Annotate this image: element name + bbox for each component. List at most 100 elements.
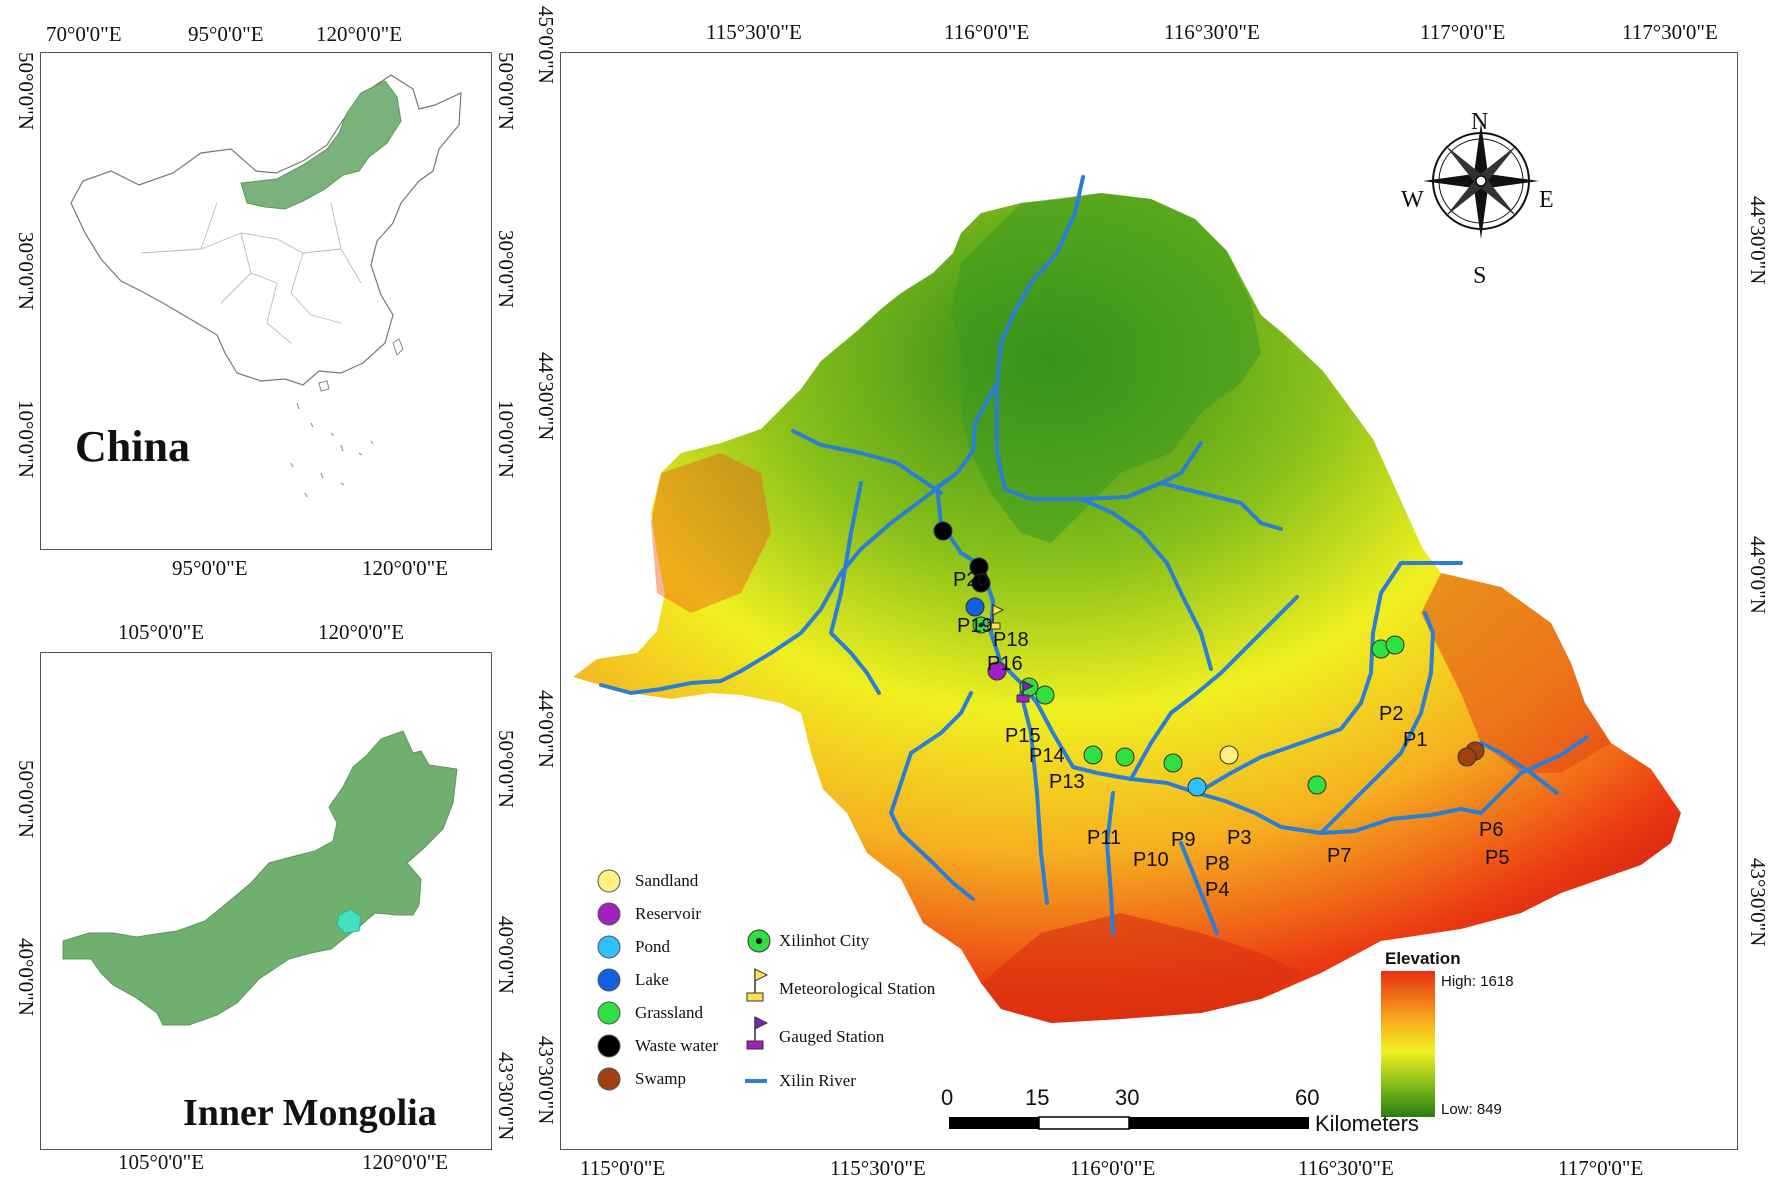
scale-unit-label: Kilometers <box>1315 1111 1419 1136</box>
point-label-p18: P18 <box>993 629 1029 651</box>
compass-west-label: W <box>1401 187 1424 213</box>
china-right-tick-30: 30°0'0"N <box>494 230 518 308</box>
mongolia-top-tick-105: 105°0'0"E <box>118 620 205 644</box>
sample-point-p8 <box>1187 777 1207 797</box>
legend-swatch-sandland <box>597 869 621 893</box>
legend-label-river: Xilin River <box>779 1071 856 1090</box>
legend-gauged-station-symbol <box>746 1016 769 1050</box>
xilin-basin-highlight <box>336 908 362 934</box>
main-top-tick-117: 117°0'0"E <box>1420 20 1506 44</box>
legend-swatch-grassland <box>597 1001 621 1025</box>
map-gauged-station <box>1016 680 1035 703</box>
scale-label-0: 0 <box>941 1085 954 1110</box>
china-title: China <box>75 422 190 471</box>
legend-swatch-lake <box>597 968 621 992</box>
legend-label-gauged-station: Gauged Station <box>779 1027 885 1046</box>
river-trib-south-a <box>889 691 975 901</box>
legend-label-city: Xilinhot City <box>779 931 870 950</box>
point-label-p13: P13 <box>1049 771 1085 793</box>
legend-label-reservoir: Reservoir <box>635 904 702 923</box>
river-trib-center-east <box>1079 497 1213 671</box>
china-provinces <box>140 202 362 344</box>
mongolia-bottom-tick-105: 105°0'0"E <box>118 1150 205 1174</box>
sample-point-p5 <box>1457 747 1477 767</box>
river-trib-east <box>1125 481 1283 531</box>
mongolia-left-tick-50: 50°0'0"N <box>14 760 38 838</box>
scale-label-60: 60 <box>1295 1085 1320 1110</box>
legend-label-sandland: Sandland <box>635 871 699 890</box>
elevation-legend-high: High: 1618 <box>1441 973 1514 990</box>
scale-label-30: 30 <box>1115 1085 1140 1110</box>
sample-point-city-dot <box>978 622 984 628</box>
sample-point-p11 <box>1083 745 1103 765</box>
legend-swatch-swamp <box>597 1067 621 1091</box>
china-left-tick-10: 10°0'0"N <box>14 400 38 478</box>
legend-label-lake: Lake <box>635 970 669 989</box>
river-trib-south-c <box>1105 791 1115 935</box>
sample-point-p9 <box>1163 753 1183 773</box>
china-top-tick-70: 70°0'0"E <box>46 22 122 46</box>
river-trib-southeast-b <box>1179 841 1219 935</box>
elevation-gradient-bar <box>1381 971 1435 1117</box>
northern-green-highlands <box>951 193 1261 543</box>
china-inset-frame: China <box>40 52 492 550</box>
point-label-p6: P6 <box>1479 819 1504 841</box>
mongolia-inset-frame: Inner Mongolia <box>40 652 492 1150</box>
legend-swatch-reservoir <box>597 902 621 926</box>
inner-mongolia-map <box>62 730 458 1026</box>
main-top-tick-11630: 116°30'0"E <box>1164 20 1260 44</box>
china-bottom-tick-95: 95°0'0"E <box>172 556 248 580</box>
point-label-p7: P7 <box>1327 845 1352 867</box>
china-bottom-tick-120: 120°0'0"E <box>362 556 449 580</box>
sample-point-p7 <box>1307 775 1327 795</box>
main-right-tick-4330: 43°30'0"N <box>1746 858 1770 947</box>
river-main-lower <box>1479 735 1589 815</box>
compass-east-label: E <box>1539 187 1554 213</box>
sample-point-p20 <box>933 521 953 541</box>
river-trib-far-east <box>1479 741 1559 795</box>
legend-label-grassland: Grassland <box>635 1003 703 1022</box>
china-left-tick-50: 50°0'0"N <box>14 52 38 130</box>
mongolia-bottom-tick-120: 120°0'0"E <box>362 1150 449 1174</box>
legend-city-symbol <box>747 929 771 953</box>
sample-point-p15 <box>987 661 1007 681</box>
point-label-p5: P5 <box>1485 847 1510 869</box>
inner-mongolia-shape <box>62 730 458 1026</box>
scale-bar <box>949 1116 1309 1130</box>
point-label-p2: P2 <box>1379 703 1404 725</box>
river-trib-south-b <box>1019 691 1049 905</box>
sample-point-p18 <box>971 573 991 593</box>
scale-label-15: 15 <box>1025 1085 1050 1110</box>
main-bottom-tick-117: 117°0'0"E <box>1558 1156 1644 1180</box>
point-label-p14: P14 <box>1029 745 1065 767</box>
legend-label-met-station: Meteorological Station <box>779 979 936 998</box>
china-outline-map <box>70 74 462 498</box>
china-right-tick-50: 50°0'0"N <box>494 52 518 130</box>
compass-south-label: S <box>1473 263 1487 289</box>
china-right-tick-10: 10°0'0"N <box>494 400 518 478</box>
legend-swatch-pond <box>597 935 621 959</box>
sample-point-p1 <box>1385 635 1405 655</box>
main-left-tick-45: 45°0'0"N <box>534 6 558 84</box>
main-bottom-tick-11530: 115°30'0"E <box>830 1156 926 1180</box>
legend-swatch-waste-water <box>597 1034 621 1058</box>
inner-mongolia-highlight <box>240 80 402 210</box>
point-label-p3: P3 <box>1227 827 1252 849</box>
elevation-legend-low: Low: 849 <box>1441 1101 1502 1118</box>
south-sea-islands <box>290 402 374 498</box>
main-right-tick-4430: 44°30'0"N <box>1746 196 1770 285</box>
river-trib-east-c <box>1319 611 1435 835</box>
mongolia-top-tick-120: 120°0'0"E <box>318 620 405 644</box>
main-map-frame: P20 P19 P18 P16 P15 P14 P13 P11 P10 P9 P… <box>560 52 1738 1150</box>
main-top-tick-11730: 117°30'0"E <box>1622 20 1718 44</box>
western-red-highlands <box>651 453 771 613</box>
sample-point-p10 <box>1115 747 1135 767</box>
point-label-p9: P9 <box>1171 829 1196 851</box>
mongolia-right-tick-50: 50°0'0"N <box>494 730 518 808</box>
mongolia-left-tick-40: 40°0'0"N <box>14 938 38 1016</box>
legend-label-swamp: Swamp <box>635 1069 686 1088</box>
map-met-station <box>987 604 1005 630</box>
mongolia-right-tick-40: 40°0'0"N <box>494 916 518 994</box>
taiwan-island <box>318 338 404 392</box>
main-right-tick-44: 44°0'0"N <box>1746 536 1770 614</box>
